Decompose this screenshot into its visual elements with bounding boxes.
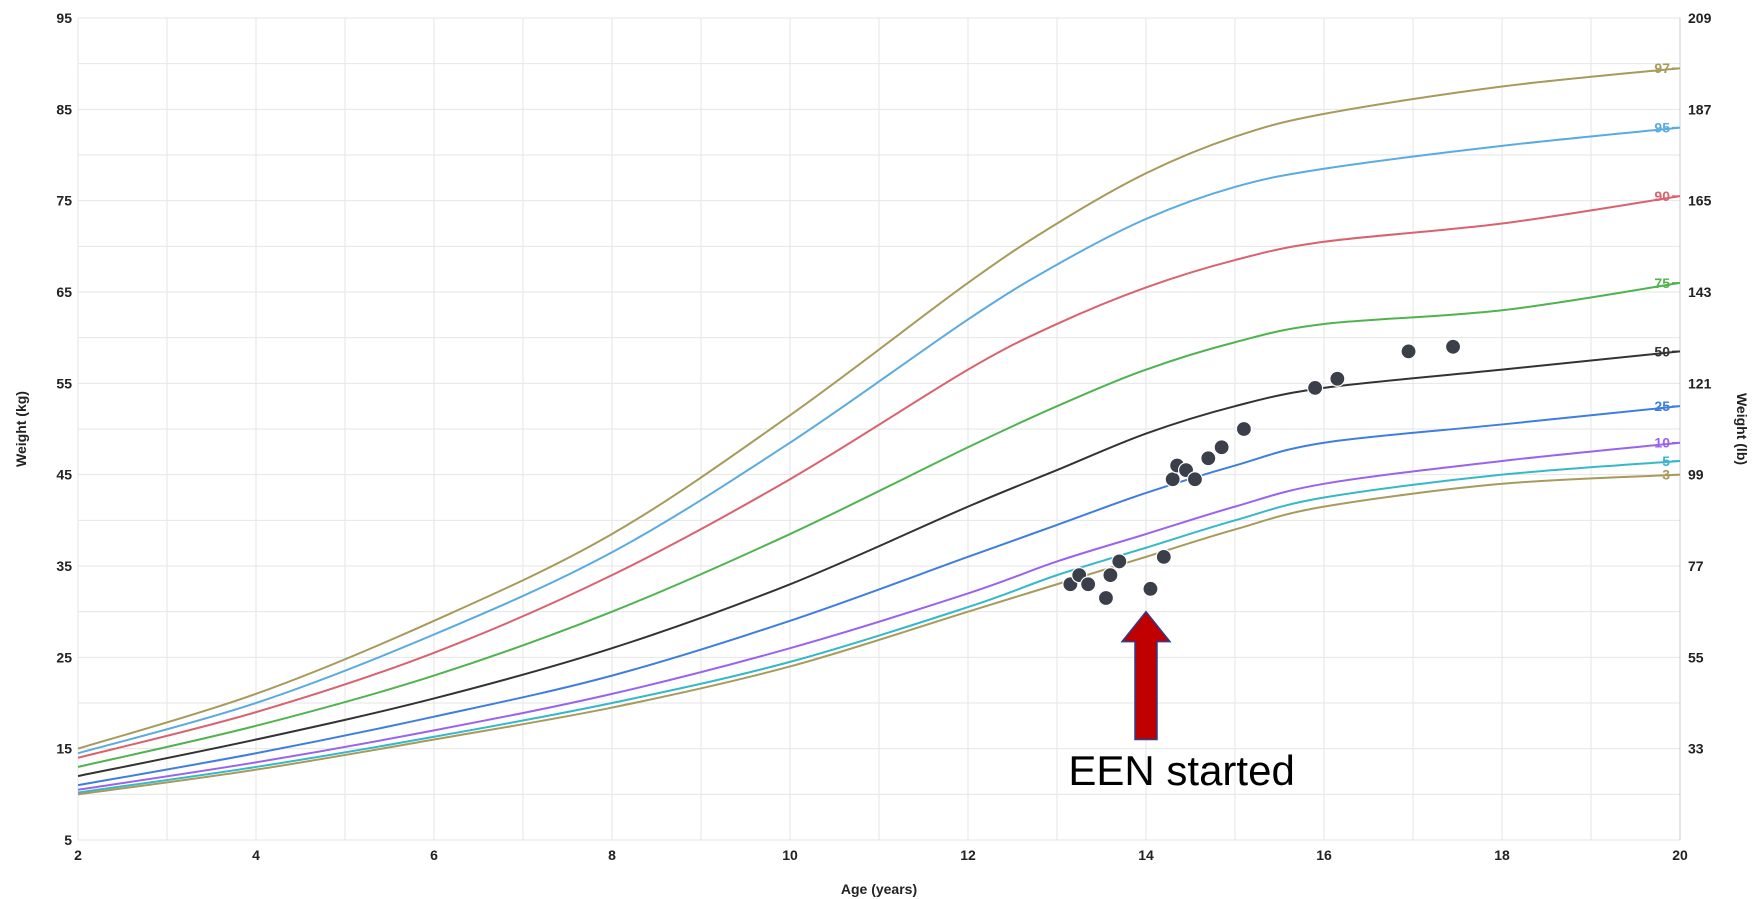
axes: 2 4 6 8 10 12 14 16 18 20515253545556575859533557… <box>56 10 1711 863</box>
percentile-curve-25 <box>77 405 1681 787</box>
x-tick-label: 10 <box>782 847 798 863</box>
percentile-label-10: 10 <box>1654 435 1670 451</box>
data-point <box>1155 548 1172 565</box>
x-tick-label: 4 <box>252 847 260 863</box>
annotation-text: EEN started <box>1068 747 1294 794</box>
y-tick-label-right: 55 <box>1688 649 1704 665</box>
data-point <box>1142 580 1159 597</box>
percentile-curve-10 <box>77 441 1681 791</box>
y-tick-label-right: 187 <box>1688 101 1712 117</box>
percentile-curve-50 <box>77 350 1681 778</box>
percentile-curve-75 <box>77 281 1681 768</box>
data-point <box>1235 420 1253 438</box>
annotation-arrow <box>1120 610 1172 741</box>
grid <box>77 17 1681 841</box>
y-tick-label-left: 85 <box>56 101 72 117</box>
x-tick-label: 6 <box>430 847 438 863</box>
data-point <box>1213 439 1230 456</box>
data-point <box>1444 338 1462 355</box>
data-point <box>1400 343 1417 360</box>
y-tick-label-left: 5 <box>64 832 72 848</box>
data-point <box>1186 471 1204 488</box>
x-tick-label: 14 <box>1138 847 1154 863</box>
x-tick-label: 8 <box>608 847 616 863</box>
y-tick-label-right: 165 <box>1688 193 1712 209</box>
data-point <box>1111 553 1128 570</box>
y-tick-label-right: 33 <box>1688 741 1704 757</box>
y-tick-label-left: 35 <box>56 558 72 574</box>
data-point <box>1164 471 1181 488</box>
percentile-curve-95 <box>77 126 1681 755</box>
y-tick-label-left: 65 <box>56 284 72 300</box>
x-tick-label: 20 <box>1672 847 1688 863</box>
x-tick-label: 2 <box>74 847 82 863</box>
y-axis-title-right: Weight (lb) <box>1734 393 1750 465</box>
y-tick-label-right: 99 <box>1688 467 1704 483</box>
y-tick-label-right: 77 <box>1688 558 1704 574</box>
percentile-label-50: 50 <box>1654 343 1670 359</box>
y-tick-label-right: 209 <box>1688 10 1712 26</box>
y-tick-label-left: 95 <box>56 10 72 26</box>
y-tick-label-right: 143 <box>1688 284 1712 300</box>
annotations: EEN started <box>1068 610 1295 794</box>
x-axis-title: Age (years) <box>841 881 917 897</box>
y-tick-label-right: 121 <box>1688 375 1712 391</box>
percentile-curve-3 <box>77 473 1681 796</box>
data-point <box>1329 370 1346 387</box>
y-tick-label-left: 15 <box>56 741 72 757</box>
percentile-label-5: 5 <box>1662 453 1670 469</box>
percentile-label-90: 90 <box>1654 188 1670 204</box>
y-axis-title-left: Weight (kg) <box>13 391 29 467</box>
y-tick-label-left: 75 <box>56 193 72 209</box>
data-point <box>1200 450 1217 467</box>
percentile-curve-90 <box>77 195 1681 759</box>
y-tick-label-left: 55 <box>56 375 72 391</box>
data-points <box>1062 338 1462 607</box>
y-tick-label-left: 45 <box>56 467 72 483</box>
percentile-label-95: 95 <box>1654 120 1670 136</box>
percentile-label-97: 97 <box>1654 60 1670 76</box>
percentile-curve-97 <box>77 67 1681 750</box>
data-point <box>1080 576 1097 593</box>
data-point <box>1306 379 1324 396</box>
percentile-label-75: 75 <box>1654 275 1670 291</box>
percentile-label-3: 3 <box>1662 467 1670 483</box>
percentile-curve-5 <box>77 459 1681 794</box>
data-point <box>1097 589 1115 607</box>
data-point <box>1102 567 1119 584</box>
percentile-label-25: 25 <box>1654 398 1670 414</box>
percentile-curves: 97 95 90 75 50 25 10 53 <box>77 60 1681 796</box>
x-tick-label: 18 <box>1494 847 1510 863</box>
x-tick-label: 12 <box>960 847 976 863</box>
x-tick-label: 16 <box>1316 847 1332 863</box>
y-tick-label-left: 25 <box>56 649 72 665</box>
